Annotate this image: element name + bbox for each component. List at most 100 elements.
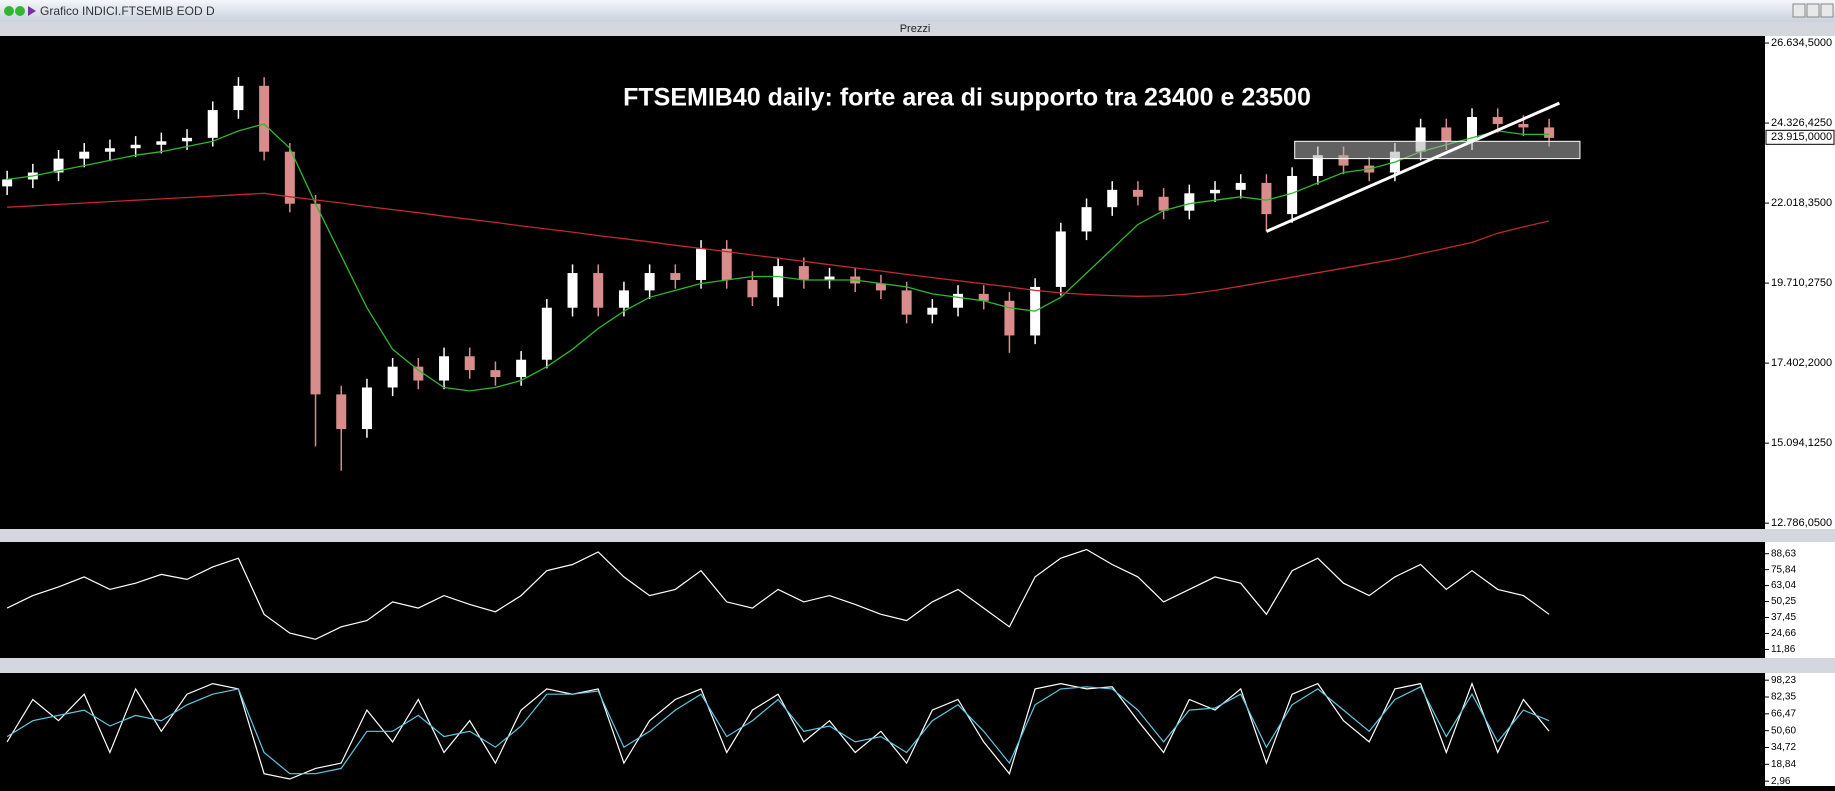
candle-body: [1055, 231, 1066, 287]
candle-body: [104, 148, 115, 152]
title-bar: [0, 0, 1835, 22]
series-line: [7, 123, 1550, 392]
candle-body: [79, 151, 90, 159]
y-tick-label: 50,60: [1771, 725, 1796, 736]
candle-body: [1467, 117, 1478, 142]
candle-body: [284, 151, 295, 204]
series-line: [6, 681, 1550, 780]
y-tick-label: 18,84: [1771, 759, 1796, 770]
candle-body: [644, 273, 655, 291]
close-button[interactable]: [1820, 3, 1834, 18]
y-tick-label: 17.402,2000: [1771, 357, 1832, 369]
candle-body: [439, 356, 450, 381]
stochastic-axis: [1765, 673, 1835, 786]
last-price-label: 23.915,0000: [1771, 131, 1832, 143]
candle-body: [464, 356, 475, 371]
last-price-box: [1765, 129, 1835, 145]
candle-body: [259, 85, 270, 152]
candle-body: [490, 370, 501, 378]
trendline: [1265, 101, 1561, 233]
candle-body: [156, 141, 167, 145]
candle-body: [1338, 155, 1349, 166]
candle-body: [567, 273, 578, 308]
series-line: [7, 192, 1550, 297]
candle-body: [1132, 189, 1143, 197]
candle-body: [233, 85, 244, 111]
candle-body: [593, 273, 604, 308]
candle-body: [413, 366, 424, 381]
candle-body: [1441, 127, 1452, 142]
candle-body: [747, 279, 758, 298]
y-tick-label: 22.018,3500: [1771, 197, 1832, 209]
status-icon: [15, 6, 25, 16]
play-icon[interactable]: [28, 6, 36, 16]
y-tick-label: 2,96: [1771, 776, 1791, 786]
candle-body: [516, 359, 527, 378]
candle-body: [1518, 123, 1529, 128]
panel-separator: [0, 529, 1835, 542]
candle-body: [207, 110, 218, 138]
chart-annotation: FTSEMIB40 daily: forte area di supporto …: [623, 84, 1311, 112]
candle-body: [1235, 182, 1246, 190]
candle-body: [721, 248, 732, 280]
minimize-button[interactable]: [1792, 3, 1806, 18]
candle-body: [182, 137, 193, 142]
support-zone: [1294, 140, 1581, 160]
y-tick-label: 24,66: [1771, 628, 1796, 639]
candle-body: [336, 394, 347, 430]
price-axis: [1765, 36, 1835, 529]
candle-body: [1210, 189, 1221, 194]
candle-body: [387, 366, 398, 388]
panel-header: [0, 22, 1835, 36]
y-tick-label: 26.634,5000: [1771, 37, 1832, 49]
candle-body: [1184, 193, 1195, 211]
candle-body: [670, 273, 681, 280]
candle-body: [1158, 196, 1169, 211]
candle-body: [1544, 127, 1555, 138]
y-tick-label: 24.326,4250: [1771, 117, 1832, 129]
candle-body: [1004, 300, 1015, 336]
candle-body: [1081, 207, 1092, 232]
series-line: [6, 686, 1550, 775]
candle-body: [927, 307, 938, 315]
y-tick-label: 66,47: [1771, 708, 1796, 719]
candle-body: [875, 283, 886, 291]
panel-header-label: Prezzi: [900, 23, 931, 35]
candle-body: [130, 144, 141, 149]
y-tick-label: 34,72: [1771, 742, 1796, 753]
panel-separator: [0, 658, 1835, 673]
candle-body: [901, 290, 912, 315]
maximize-button[interactable]: [1806, 3, 1820, 18]
candle-body: [824, 276, 835, 280]
oscillator-axis: [1765, 542, 1835, 658]
candle-body: [953, 293, 964, 308]
y-tick-label: 98,23: [1771, 675, 1796, 686]
candle-body: [361, 387, 372, 430]
window-title: Grafico INDICI.FTSEMIB EOD D: [40, 4, 215, 18]
candle-body: [773, 266, 784, 298]
y-tick-label: 88,63: [1771, 548, 1796, 559]
candle-body: [978, 293, 989, 301]
candle-body: [1415, 127, 1426, 152]
candle-body: [1107, 189, 1118, 208]
candle-body: [541, 307, 552, 360]
candle-body: [2, 179, 13, 187]
y-tick-label: 75,84: [1771, 564, 1796, 575]
candle-body: [1261, 182, 1272, 215]
y-tick-label: 11,86: [1771, 644, 1796, 655]
y-tick-label: 19.710,2750: [1771, 277, 1832, 289]
candle-body: [618, 290, 629, 308]
candle-body: [798, 266, 809, 280]
y-tick-label: 15.094,1250: [1771, 437, 1832, 449]
candle-body: [1312, 155, 1323, 176]
y-tick-label: 37,45: [1771, 612, 1796, 623]
y-tick-label: 12.786,0500: [1771, 517, 1832, 529]
candle-body: [53, 158, 64, 173]
candle-body: [310, 203, 321, 395]
candle-body: [1287, 175, 1298, 215]
candle-body: [1492, 117, 1503, 124]
y-tick-label: 82,35: [1771, 692, 1796, 703]
